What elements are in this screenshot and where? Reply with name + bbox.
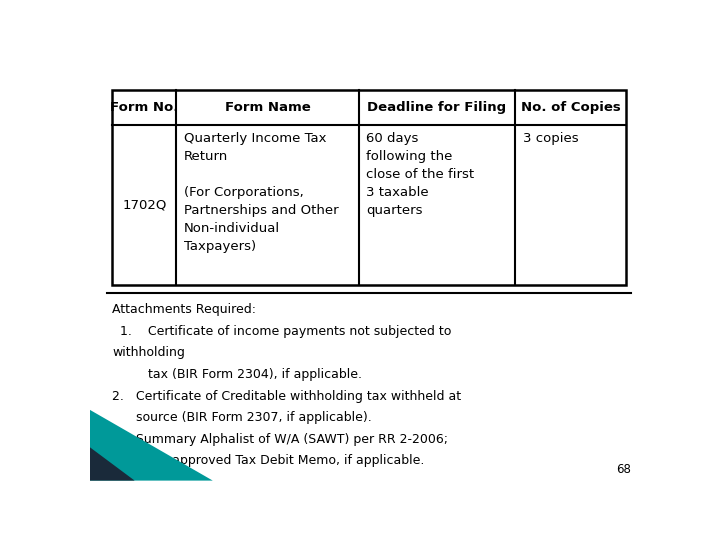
Text: Form Name: Form Name — [225, 101, 310, 114]
Polygon shape — [90, 410, 213, 481]
Text: withholding: withholding — [112, 346, 185, 359]
Text: 68: 68 — [616, 463, 631, 476]
Bar — [112, 90, 626, 285]
Text: Quarterly Income Tax
Return

(For Corporations,
Partnerships and Other
Non-indiv: Quarterly Income Tax Return (For Corpora… — [184, 132, 338, 253]
Text: 60 days
following the
close of the first
3 taxable
quarters: 60 days following the close of the first… — [366, 132, 474, 218]
Text: 4.    Duly approved Tax Debit Memo, if applicable.: 4. Duly approved Tax Debit Memo, if appl… — [112, 454, 425, 468]
Text: source (BIR Form 2307, if applicable).: source (BIR Form 2307, if applicable). — [112, 411, 372, 424]
Text: tax (BIR Form 2304), if applicable.: tax (BIR Form 2304), if applicable. — [112, 368, 362, 381]
Text: 1702Q: 1702Q — [122, 199, 166, 212]
Polygon shape — [90, 447, 135, 481]
Text: 1.    Certificate of income payments not subjected to: 1. Certificate of income payments not su… — [112, 325, 451, 338]
Text: 3 copies: 3 copies — [523, 132, 578, 145]
Text: Deadline for Filing: Deadline for Filing — [367, 101, 507, 114]
Text: Attachments Required:: Attachments Required: — [112, 303, 256, 316]
Text: 2.   Certificate of Creditable withholding tax withheld at: 2. Certificate of Creditable withholding… — [112, 389, 462, 402]
Text: Form No.: Form No. — [110, 101, 179, 114]
Text: No. of Copies: No. of Copies — [521, 101, 621, 114]
Text: 3.   Summary Alphalist of W/A (SAWT) per RR 2-2006;: 3. Summary Alphalist of W/A (SAWT) per R… — [112, 433, 449, 446]
Bar — [112, 90, 626, 285]
